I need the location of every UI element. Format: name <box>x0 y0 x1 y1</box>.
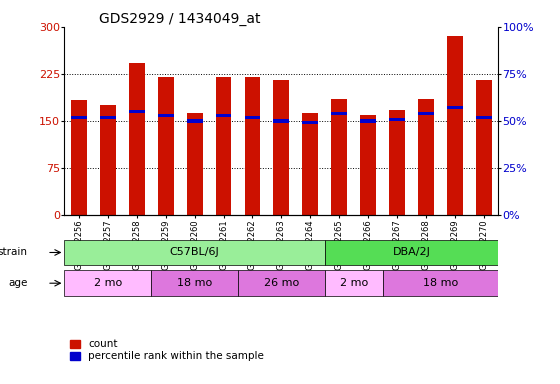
Bar <box>100 116 116 119</box>
Bar <box>129 63 144 215</box>
Bar <box>360 119 376 122</box>
Bar <box>273 80 290 215</box>
Bar <box>151 270 238 296</box>
Bar <box>245 116 260 119</box>
Legend: count, percentile rank within the sample: count, percentile rank within the sample <box>69 339 264 361</box>
Bar <box>71 116 87 119</box>
Bar <box>302 113 318 215</box>
Text: GDS2929 / 1434049_at: GDS2929 / 1434049_at <box>99 12 260 26</box>
Text: strain: strain <box>0 247 27 258</box>
Bar <box>186 119 203 122</box>
Bar <box>332 112 347 115</box>
Text: DBA/2J: DBA/2J <box>393 247 431 258</box>
Text: 18 mo: 18 mo <box>177 278 212 288</box>
Bar <box>325 240 498 265</box>
Bar <box>216 114 231 117</box>
Text: age: age <box>8 278 27 288</box>
Bar <box>382 270 498 296</box>
Bar <box>447 36 463 215</box>
Text: 2 mo: 2 mo <box>339 278 368 288</box>
Bar <box>476 116 492 119</box>
Bar <box>129 110 144 113</box>
Bar <box>389 118 405 121</box>
Bar <box>71 100 87 215</box>
Bar <box>238 270 325 296</box>
Bar <box>158 114 174 117</box>
Bar <box>332 99 347 215</box>
Text: C57BL/6J: C57BL/6J <box>170 247 220 258</box>
Bar <box>476 80 492 215</box>
Bar <box>186 113 203 215</box>
Text: 26 mo: 26 mo <box>264 278 299 288</box>
Text: 2 mo: 2 mo <box>94 278 122 288</box>
Bar <box>447 106 463 109</box>
Bar <box>64 240 325 265</box>
Bar <box>389 110 405 215</box>
Bar <box>302 121 318 124</box>
Bar <box>418 112 434 115</box>
Bar <box>325 270 382 296</box>
Bar <box>100 105 116 215</box>
Bar <box>245 77 260 215</box>
Bar <box>360 115 376 215</box>
Bar <box>273 119 290 122</box>
Bar <box>216 77 231 215</box>
Bar <box>64 270 151 296</box>
Bar <box>418 99 434 215</box>
Text: 18 mo: 18 mo <box>423 278 458 288</box>
Bar <box>158 77 174 215</box>
